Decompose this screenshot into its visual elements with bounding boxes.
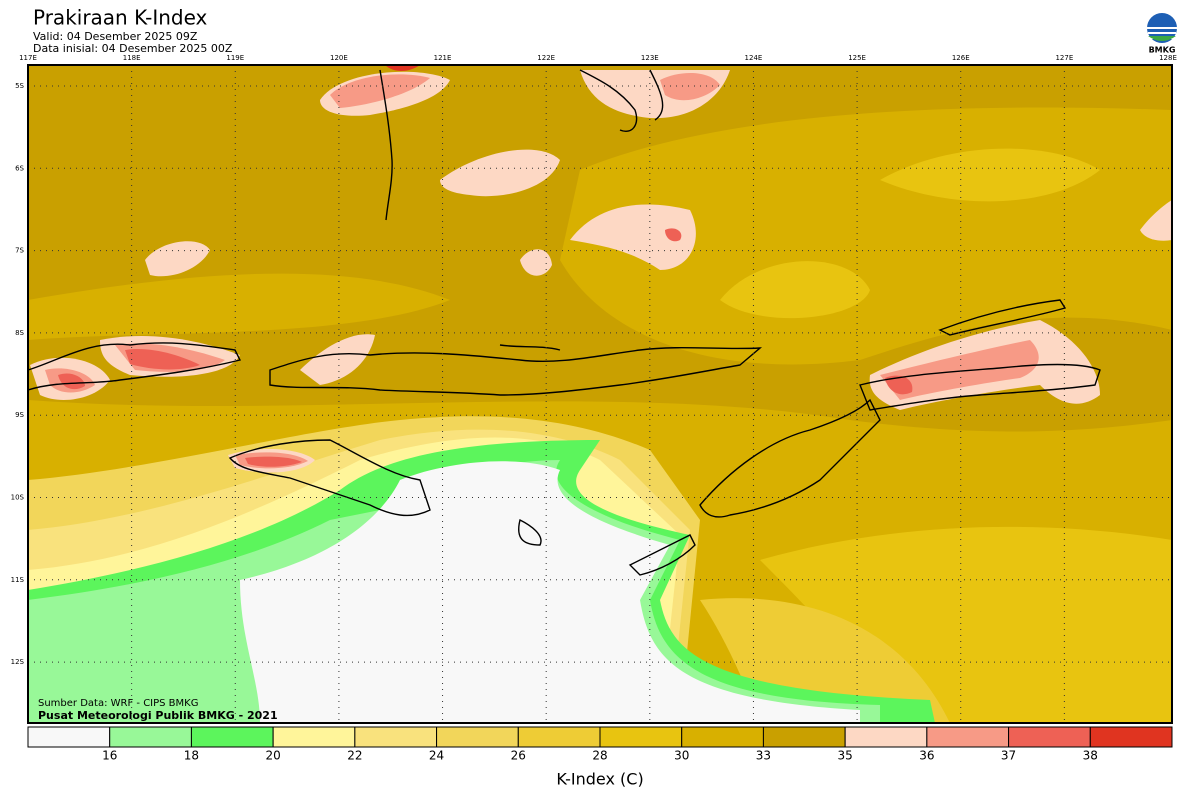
- field-contour: [58, 373, 85, 390]
- colorbar-bin: [599, 726, 683, 748]
- colorbar-bin: [436, 726, 519, 748]
- colorbar-bin: [844, 726, 928, 748]
- colorbar-bin: [762, 726, 846, 748]
- lon-label: 121E: [434, 54, 452, 62]
- field-contour: [720, 261, 870, 319]
- lon-label: 124E: [745, 54, 763, 62]
- colorbar-bin: [1008, 726, 1091, 748]
- lat-label: 8S: [15, 329, 24, 337]
- colorbar-bin: [354, 726, 438, 748]
- k-index-field: [28, 65, 1172, 723]
- field-contour: [520, 249, 552, 276]
- colorbar-tick-label: 16: [102, 749, 117, 763]
- valid-time: Valid: 04 Desember 2025 09Z: [33, 30, 198, 43]
- colorbar-tick-label: 30: [674, 749, 689, 763]
- credit: Pusat Meteorologi Publik BMKG - 2021: [38, 709, 278, 722]
- lat-label: 7S: [15, 247, 24, 255]
- logo: BMKG: [1147, 13, 1177, 55]
- colorbar-bin: [272, 726, 356, 748]
- colorbar-tick-label: 38: [1083, 749, 1098, 763]
- colorbar-tick-label: 36: [919, 749, 934, 763]
- lon-label: 125E: [848, 54, 866, 62]
- colorbar-bin: [109, 726, 192, 748]
- field-contour: [330, 74, 430, 108]
- lat-label: 12S: [11, 658, 25, 666]
- colorbar-bin: [517, 726, 601, 748]
- colorbar: 16 18 20 22 24 26 28 30 33 35 36 37 38: [27, 726, 1173, 763]
- field-contour: [145, 241, 210, 277]
- lon-label: 118E: [123, 54, 141, 62]
- colorbar-tick-label: 37: [1001, 749, 1016, 763]
- lat-label: 9S: [15, 411, 24, 419]
- field-contour: [880, 148, 1100, 202]
- map-frame: [27, 64, 1173, 724]
- lat-label: 10S: [11, 494, 25, 502]
- colorbar-tick-label: 18: [184, 749, 199, 763]
- colorbar-bin: [1089, 726, 1173, 748]
- colorbar-bin: [27, 726, 111, 748]
- field-contour: [570, 204, 696, 270]
- field-contour: [665, 228, 682, 242]
- colorbar-bin: [926, 726, 1010, 748]
- field-contour: [760, 526, 1172, 723]
- lat-label: 11S: [11, 576, 25, 584]
- lon-label: 128E: [1159, 54, 1177, 62]
- field-contour: [300, 334, 375, 385]
- colorbar-title: K-Index (C): [556, 770, 643, 789]
- lon-label: 122E: [537, 54, 555, 62]
- field-contour: [245, 456, 302, 467]
- field-contour: [28, 273, 450, 340]
- lon-label: 119E: [226, 54, 244, 62]
- lat-label: 6S: [15, 164, 24, 172]
- lon-label: 123E: [641, 54, 659, 62]
- colorbar-bin: [190, 726, 274, 748]
- colorbar-tick-label: 33: [756, 749, 771, 763]
- field-contour: [885, 375, 913, 395]
- lon-label: 120E: [330, 54, 348, 62]
- title: Prakiraan K-Index: [33, 6, 208, 30]
- colorbar-tick-label: 28: [592, 749, 607, 763]
- init-time: Data inisial: 04 Desember 2025 00Z: [33, 42, 233, 55]
- data-source: Sumber Data: WRF - CIPS BMKG: [38, 698, 198, 709]
- field-contour: [1140, 200, 1172, 241]
- lat-label: 5S: [15, 82, 24, 90]
- colorbar-tick-label: 22: [347, 749, 362, 763]
- field-contour: [385, 65, 420, 72]
- field-contour: [660, 73, 720, 101]
- coastlines: [28, 69, 1101, 576]
- colorbar-tick-label: 26: [511, 749, 526, 763]
- lon-label: 126E: [952, 54, 970, 62]
- field-contour: [880, 340, 1039, 400]
- logo-text: BMKG: [1149, 46, 1176, 55]
- lon-label: 117E: [19, 54, 37, 62]
- field-contour: [125, 349, 200, 370]
- colorbar-bin: [681, 726, 764, 748]
- lon-label: 127E: [1055, 54, 1073, 62]
- colorbar-tick-label: 24: [429, 749, 444, 763]
- field-contour: [440, 149, 560, 197]
- field-contour: [240, 461, 860, 723]
- colorbar-tick-label: 35: [838, 749, 853, 763]
- colorbar-tick-label: 20: [266, 749, 281, 763]
